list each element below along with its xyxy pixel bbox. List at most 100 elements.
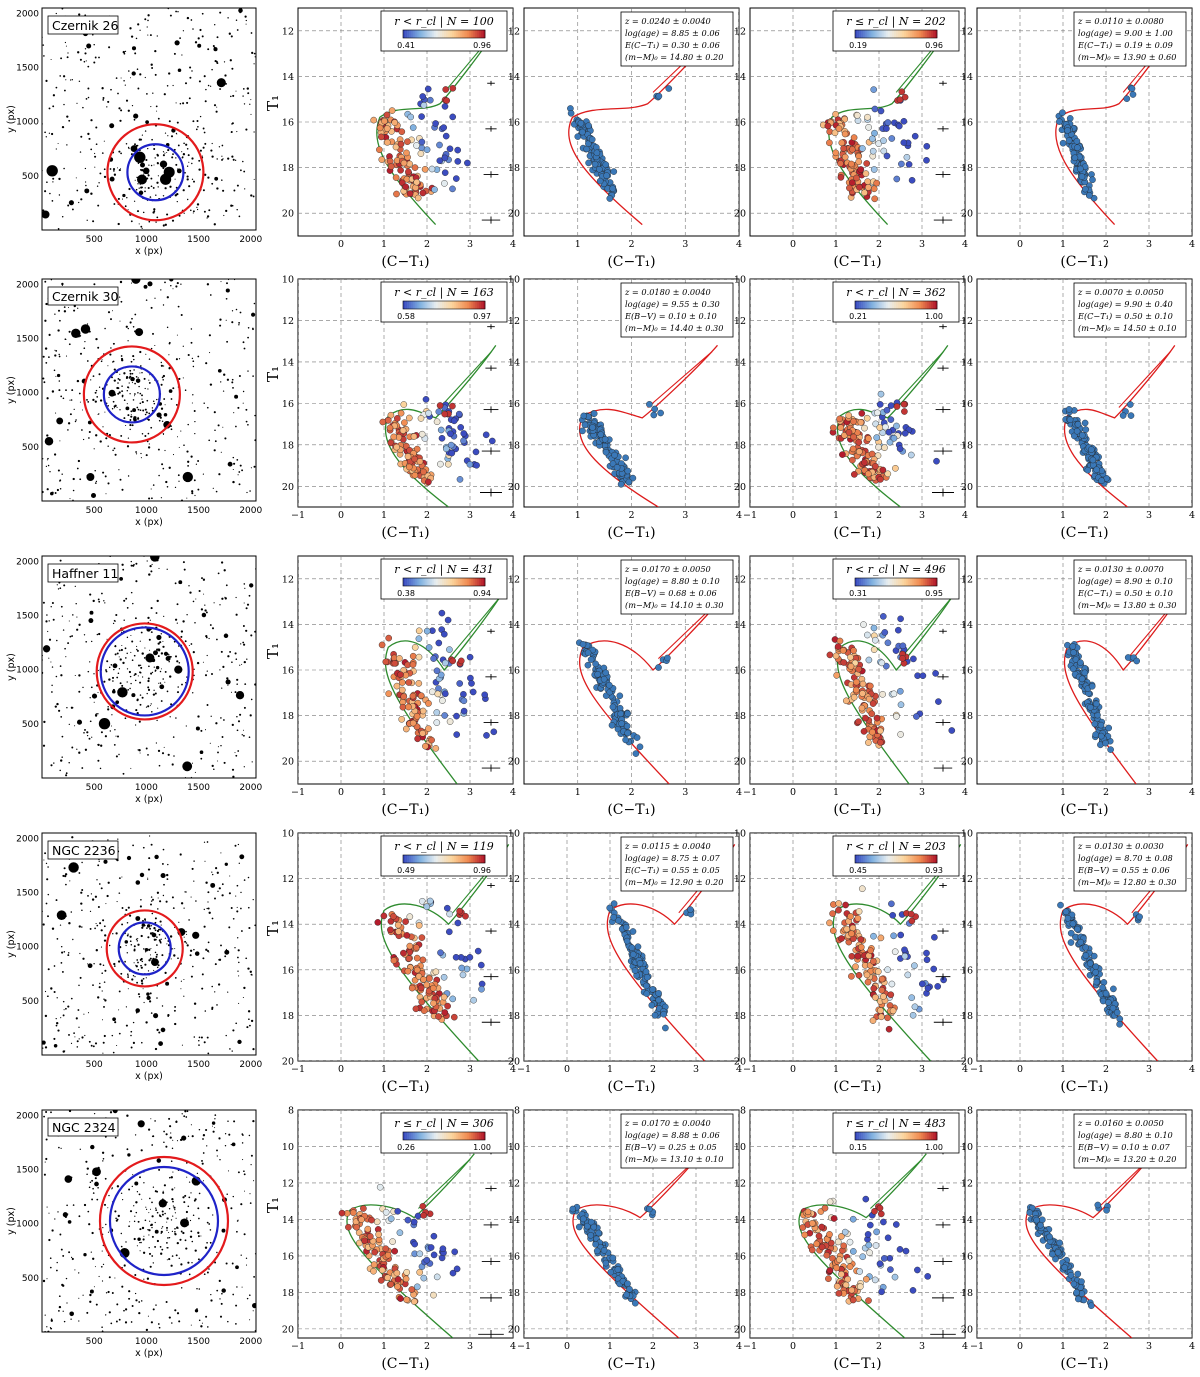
field-star — [156, 1028, 159, 1032]
field-star — [242, 390, 245, 393]
field-star — [133, 118, 136, 121]
field-star — [231, 1050, 233, 1052]
star-point — [858, 943, 865, 951]
colorbar-cell — [867, 578, 870, 586]
field-star — [148, 497, 151, 500]
star-point — [849, 179, 856, 186]
cmd-x-label: (C−T₁) — [381, 254, 429, 270]
field-star — [163, 651, 169, 656]
field-star — [243, 103, 246, 105]
field-star — [132, 355, 135, 358]
field-star — [131, 46, 137, 51]
field-star — [109, 123, 115, 129]
field-star — [89, 697, 91, 699]
field-star — [237, 474, 239, 476]
field-star — [141, 926, 144, 929]
field-star — [142, 977, 145, 980]
field-star — [85, 60, 87, 62]
field-star — [90, 148, 93, 151]
star-point — [845, 429, 853, 436]
field-star — [216, 62, 219, 65]
field-star — [221, 894, 224, 897]
field-star — [65, 338, 67, 340]
colorbar-cell — [896, 301, 899, 309]
star-point — [423, 627, 431, 635]
star-point — [1074, 420, 1082, 428]
field-star — [183, 995, 185, 997]
colorbar-cell — [448, 578, 451, 586]
colorbar-cell — [446, 578, 449, 586]
x-tick-label: −1 — [743, 510, 757, 521]
field-stars — [42, 556, 256, 778]
field-star — [194, 951, 200, 956]
star-point — [433, 667, 441, 675]
field-star — [112, 449, 114, 452]
parameter-frame — [1073, 559, 1187, 615]
field-star — [176, 121, 179, 124]
field-star — [182, 102, 185, 105]
star-point — [919, 980, 926, 988]
field-star — [147, 174, 150, 177]
y-tick-label: 14 — [282, 357, 294, 368]
field-star — [214, 429, 216, 432]
field-star — [159, 900, 162, 903]
colorbar-max: 0.95 — [925, 589, 943, 598]
field-star — [157, 707, 159, 709]
field-star — [246, 491, 248, 494]
colorbar-cell — [859, 855, 862, 863]
star-point — [402, 918, 409, 925]
cmd-x-label: (C−T₁) — [607, 254, 655, 270]
field-star — [113, 379, 116, 382]
field-star — [59, 924, 62, 926]
field-star — [124, 960, 126, 963]
colorbar-cell — [912, 30, 915, 38]
field-star — [133, 416, 137, 420]
star-point — [872, 994, 879, 1001]
field-star — [160, 700, 163, 702]
field-star — [112, 1017, 116, 1022]
field-star — [151, 711, 153, 713]
field-star — [144, 187, 146, 189]
cluster-row: Czernik 30500500100010001500150020002000… — [6, 275, 1195, 542]
star-point — [1097, 721, 1105, 729]
colorbar-cell — [896, 855, 899, 863]
star-point — [850, 694, 858, 701]
field-star — [214, 991, 216, 993]
star-point — [923, 949, 930, 957]
field-star — [133, 358, 135, 361]
cmd-y-label: T₁ — [264, 920, 282, 936]
field-star — [145, 706, 148, 708]
star-point — [865, 739, 872, 746]
x-tick-label: 4 — [736, 239, 742, 250]
field-star — [144, 408, 147, 411]
field-star — [196, 661, 200, 665]
field-star — [150, 488, 152, 490]
field-x-label: x (px) — [135, 246, 163, 257]
field-star — [70, 399, 73, 401]
colorbar-cell — [861, 301, 864, 309]
field-star — [223, 569, 226, 572]
field-star — [215, 867, 218, 870]
field-star — [152, 332, 154, 335]
field-star — [144, 76, 146, 79]
star-point — [446, 145, 454, 153]
field-star — [143, 173, 145, 175]
star-point — [446, 910, 453, 918]
star-point — [600, 675, 608, 683]
field-star — [45, 862, 48, 865]
field-star — [101, 972, 103, 974]
x-tick-label: 2 — [628, 239, 634, 250]
field-star — [214, 963, 217, 966]
star-point — [859, 680, 867, 688]
star-point — [628, 944, 636, 952]
colorbar-cell — [456, 578, 459, 586]
field-star — [98, 600, 101, 603]
field-star — [186, 933, 188, 935]
colorbar-cell — [879, 855, 882, 863]
field-star — [139, 703, 142, 706]
colorbar-cell — [883, 578, 887, 586]
star-point — [453, 712, 460, 720]
colorbar-cell — [859, 30, 862, 38]
field-star — [122, 568, 125, 571]
parameter-line: (m−M)₀ = 14.40 ± 0.30 — [625, 323, 723, 333]
